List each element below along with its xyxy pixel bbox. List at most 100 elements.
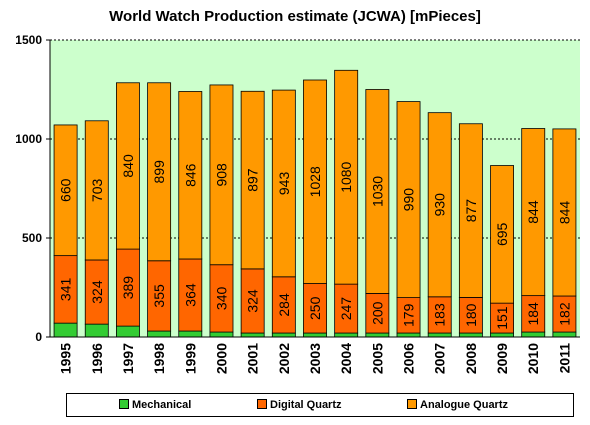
data-label: 364 bbox=[182, 283, 198, 307]
data-label: 908 bbox=[213, 163, 229, 187]
bar-analogue-quartz bbox=[116, 82, 140, 250]
bar-analogue-quartz bbox=[490, 165, 514, 304]
data-label: 184 bbox=[525, 302, 541, 326]
x-tick-label: 2003 bbox=[307, 343, 323, 374]
data-label: 389 bbox=[120, 276, 136, 300]
data-label: 703 bbox=[89, 178, 105, 202]
bar-mechanical bbox=[396, 332, 421, 338]
x-tick-label: 2008 bbox=[463, 343, 479, 374]
data-label: 355 bbox=[151, 284, 167, 308]
bar-mechanical bbox=[427, 332, 452, 338]
legend-label: Mechanical bbox=[132, 399, 192, 411]
x-tick-label: 2010 bbox=[525, 343, 541, 374]
legend-swatch bbox=[119, 399, 129, 409]
data-label: 943 bbox=[276, 172, 292, 196]
data-label: 990 bbox=[401, 188, 417, 212]
bar-mechanical bbox=[240, 332, 265, 338]
data-label: 897 bbox=[245, 168, 261, 192]
data-label: 846 bbox=[182, 163, 198, 187]
data-label: 695 bbox=[494, 222, 510, 246]
bar-mechanical bbox=[334, 332, 359, 338]
data-label: 179 bbox=[401, 303, 417, 327]
chart-title: World Watch Production estimate (JCWA) [… bbox=[109, 8, 481, 25]
x-tick-label: 2009 bbox=[494, 343, 510, 374]
x-tick-label: 2005 bbox=[369, 343, 385, 374]
data-label: 151 bbox=[494, 306, 510, 330]
legend-swatch bbox=[407, 399, 417, 409]
data-label: 660 bbox=[58, 178, 74, 202]
bar-mechanical bbox=[365, 332, 390, 338]
y-tick-label: 500 bbox=[22, 231, 42, 245]
data-label: 324 bbox=[89, 280, 105, 304]
bar-analogue-quartz bbox=[240, 90, 265, 270]
x-tick-label: 1995 bbox=[58, 343, 74, 374]
x-tick-label: 1999 bbox=[182, 343, 198, 374]
bar-analogue-quartz bbox=[396, 101, 421, 298]
bar-analogue-quartz bbox=[458, 123, 483, 298]
data-label: 1030 bbox=[369, 176, 385, 207]
data-label: 182 bbox=[556, 302, 572, 326]
bar-mechanical bbox=[178, 330, 203, 338]
data-label: 930 bbox=[432, 193, 448, 217]
data-label: 324 bbox=[245, 289, 261, 313]
data-label: 1080 bbox=[338, 161, 354, 192]
bar-analogue-quartz bbox=[427, 112, 452, 298]
bar-mechanical bbox=[271, 332, 296, 338]
y-tick-label: 1500 bbox=[15, 33, 42, 47]
data-label: 247 bbox=[338, 297, 354, 321]
legend-swatch bbox=[257, 399, 267, 409]
data-label: 200 bbox=[369, 301, 385, 325]
legend-item: Digital Quartz bbox=[257, 399, 342, 411]
bar-mechanical bbox=[84, 323, 109, 338]
data-label: 899 bbox=[151, 160, 167, 184]
bar-analogue-quartz bbox=[84, 120, 109, 261]
data-label: 180 bbox=[463, 303, 479, 327]
x-tick-label: 1996 bbox=[89, 343, 105, 374]
bar-analogue-quartz bbox=[334, 69, 359, 285]
bar-analogue-quartz bbox=[53, 124, 78, 257]
legend-label: Digital Quartz bbox=[270, 399, 342, 411]
data-label: 844 bbox=[525, 200, 541, 224]
x-tick-label: 2006 bbox=[401, 343, 417, 374]
x-tick-label: 2000 bbox=[213, 343, 229, 374]
bar-analogue-quartz bbox=[521, 128, 546, 297]
bar-analogue-quartz bbox=[178, 91, 203, 260]
bar-mechanical bbox=[209, 331, 234, 338]
data-label: 183 bbox=[432, 303, 448, 327]
bar-mechanical bbox=[521, 331, 546, 338]
bar-analogue-quartz bbox=[209, 84, 234, 266]
legend-label: Analogue Quartz bbox=[420, 399, 509, 411]
x-tick-label: 1998 bbox=[151, 343, 167, 374]
y-tick-label: 1000 bbox=[15, 132, 42, 146]
bar-mechanical bbox=[458, 332, 483, 338]
bar-analogue-quartz bbox=[147, 82, 172, 262]
bar-mechanical bbox=[490, 332, 514, 338]
x-tick-label: 2007 bbox=[432, 343, 448, 374]
data-label: 340 bbox=[213, 286, 229, 310]
x-tick-label: 1997 bbox=[120, 343, 136, 374]
y-tick-label: 0 bbox=[35, 330, 42, 344]
bar-mechanical bbox=[53, 322, 78, 338]
bar-mechanical bbox=[303, 332, 327, 338]
legend-item: Mechanical bbox=[119, 399, 191, 411]
bar-mechanical bbox=[116, 325, 140, 338]
bar-analogue-quartz bbox=[303, 79, 327, 284]
data-label: 250 bbox=[307, 296, 323, 320]
bar-mechanical bbox=[552, 331, 577, 338]
bar-analogue-quartz bbox=[552, 128, 577, 297]
x-tick-label: 2011 bbox=[556, 343, 572, 374]
x-tick-label: 2002 bbox=[276, 343, 292, 374]
data-label: 341 bbox=[58, 277, 74, 301]
legend: Mechanical Digital Quartz Analogue Quartz bbox=[66, 393, 574, 417]
bar-analogue-quartz bbox=[365, 89, 390, 294]
data-label: 840 bbox=[120, 154, 136, 178]
data-label: 877 bbox=[463, 199, 479, 223]
data-label: 284 bbox=[276, 293, 292, 317]
x-tick-label: 2004 bbox=[338, 343, 354, 374]
x-tick-label: 2001 bbox=[245, 343, 261, 374]
legend-item: Analogue Quartz bbox=[407, 399, 508, 411]
bar-mechanical bbox=[147, 330, 172, 338]
bar-analogue-quartz bbox=[271, 89, 296, 278]
data-label: 844 bbox=[556, 201, 572, 225]
